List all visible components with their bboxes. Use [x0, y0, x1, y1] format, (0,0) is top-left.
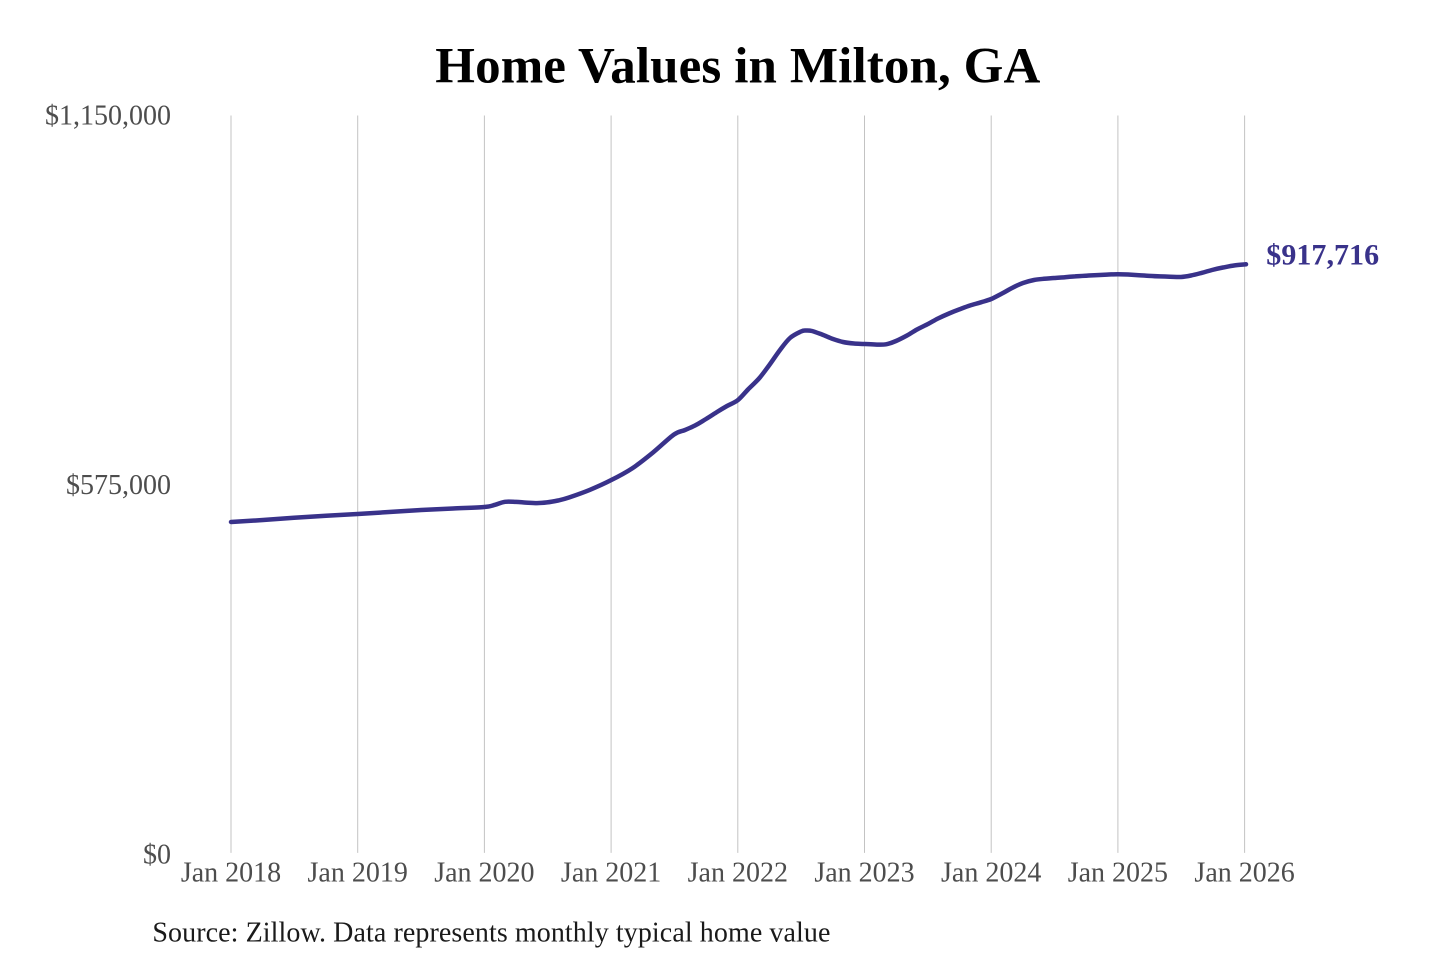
svg-text:Jan 2019: Jan 2019: [308, 858, 408, 889]
svg-text:Home Values in Milton, GA: Home Values in Milton, GA: [435, 39, 1040, 95]
svg-text:$0: $0: [143, 840, 171, 871]
svg-text:Jan 2026: Jan 2026: [1194, 858, 1294, 889]
svg-text:Jan 2022: Jan 2022: [688, 858, 788, 889]
svg-text:Jan 2025: Jan 2025: [1068, 858, 1168, 889]
svg-text:$917,716: $917,716: [1266, 239, 1379, 272]
svg-text:Jan 2020: Jan 2020: [434, 858, 534, 889]
svg-text:$575,000: $575,000: [66, 470, 171, 501]
svg-text:Jan 2021: Jan 2021: [561, 858, 661, 889]
svg-text:Jan 2024: Jan 2024: [941, 858, 1041, 889]
svg-text:$1,150,000: $1,150,000: [45, 101, 171, 132]
svg-text:Jan 2023: Jan 2023: [814, 858, 914, 889]
svg-text:Source: Zillow. Data represent: Source: Zillow. Data represents monthly …: [152, 918, 830, 949]
svg-text:Jan 2018: Jan 2018: [181, 858, 281, 889]
